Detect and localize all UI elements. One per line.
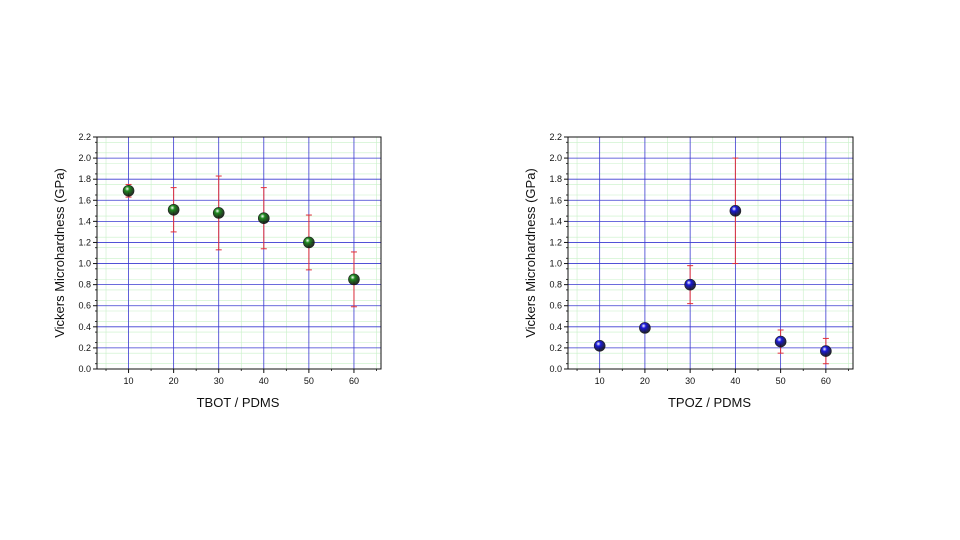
x-tick-label: 40	[259, 376, 269, 386]
x-tick-label: 60	[349, 376, 359, 386]
data-point	[122, 184, 135, 197]
y-tick-label: 1.4	[78, 216, 91, 226]
data-point	[167, 203, 180, 216]
data-point	[212, 207, 225, 219]
y-tick-label: 0.6	[78, 301, 91, 311]
y-tick-label: 0.4	[549, 322, 562, 332]
data-point	[774, 335, 787, 348]
y-tick-label: 2.0	[549, 153, 562, 163]
y-tick-label: 1.0	[78, 259, 91, 269]
y-tick-label: 1.2	[78, 237, 91, 247]
chart-1: 0.0 0.2 0.4 0.6 0.8 1.0 1.2 1.4 1.6 1.8 2.0 2.2 10 20…	[52, 132, 382, 410]
x-tick-label: 20	[169, 376, 179, 386]
x-tick-label: 60	[821, 376, 831, 386]
y-tick-label: 1.8	[549, 174, 562, 184]
data-point	[639, 322, 651, 334]
y-tick-label: 0.8	[78, 280, 91, 290]
y-axis-title: Vickers Microhardness (GPa)	[52, 168, 67, 338]
y-tick-label: 1.0	[549, 259, 562, 269]
y-tick-label: 0.8	[549, 280, 562, 290]
data-point	[303, 236, 315, 249]
x-tick-label: 30	[214, 376, 224, 386]
x-axis-title: TPOZ / PDMS	[668, 395, 751, 410]
data-point	[257, 212, 270, 224]
data-point	[684, 278, 696, 291]
plot-frame	[567, 136, 854, 370]
data-point	[729, 205, 742, 217]
y-tick-label: 1.6	[549, 195, 562, 205]
data-point	[593, 339, 606, 352]
y-tick-label: 0.0	[78, 364, 91, 374]
y-tick-label: 0.4	[78, 322, 91, 332]
x-tick-label: 10	[124, 376, 134, 386]
y-tick-label: 0.6	[549, 301, 562, 311]
data-point	[820, 345, 832, 357]
plot-frame	[96, 136, 382, 370]
y-tick-label: 2.2	[549, 132, 562, 142]
y-tick-label: 0.2	[78, 343, 91, 353]
chart-2: 0.0 0.2 0.4 0.6 0.8 1.0 1.2 1.4 1.6 1.8 2.0 2.2 10 20…	[523, 132, 854, 410]
x-axis-title: TBOT / PDMS	[197, 395, 280, 410]
y-tick-label: 2.2	[78, 132, 91, 142]
y-tick-label: 2.0	[78, 153, 91, 163]
x-tick-label: 10	[595, 376, 605, 386]
data-point	[348, 273, 360, 286]
y-tick-label: 1.4	[549, 216, 562, 226]
y-tick-label: 1.6	[78, 195, 91, 205]
x-tick-label: 40	[730, 376, 740, 386]
x-tick-label: 20	[640, 376, 650, 386]
y-tick-label: 0.2	[549, 343, 562, 353]
y-tick-label: 1.2	[549, 237, 562, 247]
x-tick-label: 50	[304, 376, 314, 386]
x-tick-label: 30	[685, 376, 695, 386]
y-axis-title: Vickers Microhardness (GPa)	[523, 168, 538, 338]
x-tick-label: 50	[776, 376, 786, 386]
y-tick-label: 0.0	[549, 364, 562, 374]
y-tick-label: 1.8	[78, 174, 91, 184]
